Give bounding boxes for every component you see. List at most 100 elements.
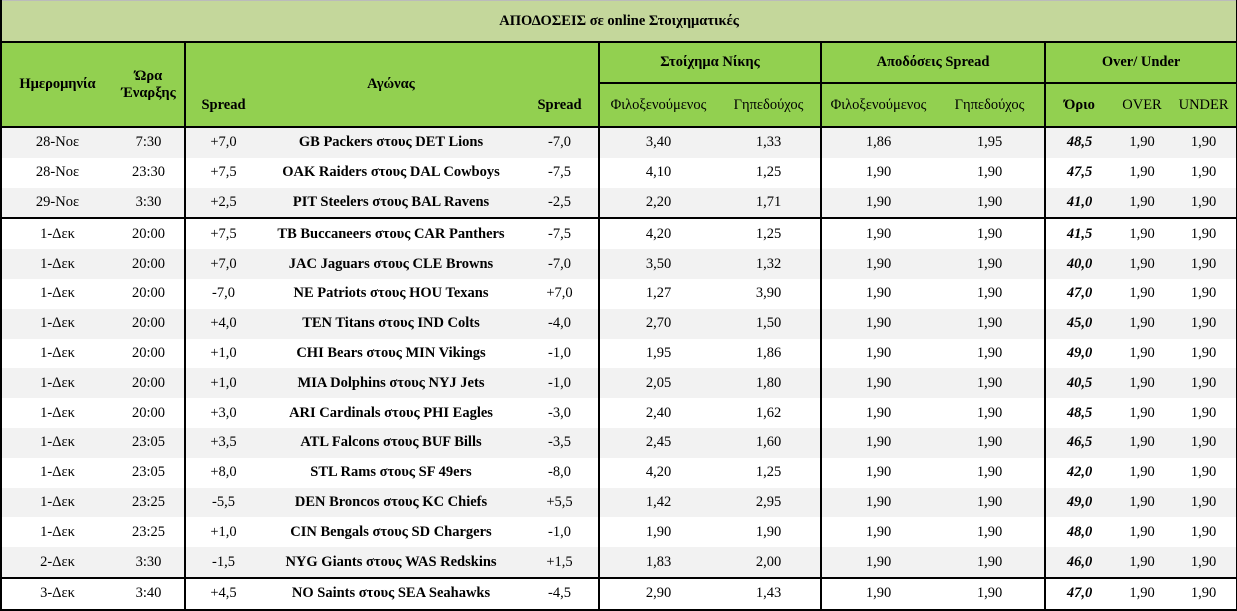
- date-cell: 1-Δεκ: [0, 308, 113, 339]
- spread-away-odds-cell: 1,90: [821, 368, 935, 399]
- limit-cell: 47,0: [1045, 577, 1113, 611]
- match-cell: JAC Jaguars στους CLE Browns: [261, 249, 521, 279]
- spread-away-cell: +7,0: [185, 249, 261, 279]
- under-odds-cell: 1,90: [1171, 368, 1237, 399]
- under-odds-cell: 1,90: [1171, 218, 1237, 250]
- spread-away-odds-cell: 1,90: [821, 308, 935, 339]
- match-cell: PIT Steelers στους BAL Ravens: [261, 187, 521, 220]
- over-odds-cell: 1,90: [1113, 577, 1171, 611]
- under-odds-cell: 1,90: [1171, 427, 1237, 458]
- spread-away-cell: +1,0: [185, 338, 261, 369]
- date-cell: 1-Δεκ: [0, 487, 113, 518]
- spread-away-odds-cell: 1,90: [821, 157, 935, 188]
- table-row: 1-Δεκ 20:00 +7,0 JAC Jaguars στους CLE Brow…: [0, 249, 1237, 279]
- date-cell: 1-Δεκ: [0, 517, 113, 548]
- match-cell: CHI Bears στους MIN Vikings: [261, 338, 521, 369]
- win-away-odds-cell: 2,40: [599, 398, 717, 428]
- date-cell: 28-Νοε: [0, 127, 113, 158]
- spread-away-cell: +8,0: [185, 457, 261, 488]
- win-away-odds-cell: 2,70: [599, 308, 717, 339]
- spread-home-cell: -3,0: [521, 398, 600, 428]
- under-odds-cell: 1,90: [1171, 398, 1237, 428]
- header-limit: Όριο: [1045, 83, 1113, 128]
- time-cell: 20:00: [113, 368, 186, 399]
- table-row: 29-Νοε 3:30 +2,5 PIT Steelers στους BAL Rav…: [0, 187, 1237, 220]
- limit-cell: 47,5: [1045, 157, 1113, 188]
- date-cell: 1-Δεκ: [0, 338, 113, 369]
- spread-home-cell: -2,5: [521, 187, 600, 220]
- win-away-odds-cell: 2,45: [599, 427, 717, 458]
- spread-away-odds-cell: 1,90: [821, 427, 935, 458]
- spread-away-cell: -5,5: [185, 487, 261, 518]
- over-odds-cell: 1,90: [1113, 427, 1171, 458]
- under-odds-cell: 1,90: [1171, 487, 1237, 518]
- date-cell: 3-Δεκ: [0, 577, 113, 611]
- limit-cell: 40,0: [1045, 249, 1113, 279]
- match-cell: CIN Bengals στους SD Chargers: [261, 517, 521, 548]
- header-win-home: Γηπεδούχος: [717, 83, 822, 128]
- under-odds-cell: 1,90: [1171, 517, 1237, 548]
- table-row: 1-Δεκ 23:05 +3,5 ATL Falcons στους BUF Bill…: [0, 427, 1237, 458]
- table-row: 1-Δεκ 23:05 +8,0 STL Rams στους SF 49ers -8,…: [0, 457, 1237, 488]
- spread-home-odds-cell: 1,90: [935, 547, 1046, 579]
- win-home-odds-cell: 1,32: [717, 249, 822, 279]
- spread-home-odds-cell: 1,90: [935, 187, 1046, 220]
- spread-home-odds-cell: 1,90: [935, 368, 1046, 399]
- win-home-odds-cell: 3,90: [717, 278, 822, 309]
- spread-home-cell: +7,0: [521, 278, 600, 309]
- over-odds-cell: 1,90: [1113, 457, 1171, 488]
- spread-away-odds-cell: 1,90: [821, 517, 935, 548]
- table-row: 3-Δεκ 3:40 +4,5 NO Saints στους SEA Seahawk…: [0, 577, 1237, 611]
- match-cell: NO Saints στους SEA Seahawks: [261, 577, 521, 611]
- date-cell: 28-Νοε: [0, 157, 113, 188]
- match-cell: TB Buccaneers στους CAR Panthers: [261, 218, 521, 250]
- header-match: Αγώνας: [261, 42, 521, 128]
- limit-cell: 41,0: [1045, 187, 1113, 220]
- win-away-odds-cell: 1,95: [599, 338, 717, 369]
- spread-home-odds-cell: 1,90: [935, 457, 1046, 488]
- match-cell: NE Patriots στους HOU Texans: [261, 278, 521, 309]
- spread-home-odds-cell: 1,90: [935, 278, 1046, 309]
- win-home-odds-cell: 1,50: [717, 308, 822, 339]
- win-away-odds-cell: 1,90: [599, 517, 717, 548]
- table-row: 1-Δεκ 20:00 +3,0 ARI Cardinals στους PHI Ea…: [0, 398, 1237, 428]
- win-away-odds-cell: 3,40: [599, 127, 717, 158]
- table-row: 1-Δεκ 20:00 +1,0 CHI Bears στους MIN Viking…: [0, 338, 1237, 369]
- date-cell: 1-Δεκ: [0, 427, 113, 458]
- match-cell: OAK Raiders στους DAL Cowboys: [261, 157, 521, 188]
- spread-home-odds-cell: 1,90: [935, 308, 1046, 339]
- spread-away-odds-cell: 1,90: [821, 249, 935, 279]
- header-spread-odds-home: Γηπεδούχος: [935, 83, 1046, 128]
- spread-away-odds-cell: 1,90: [821, 547, 935, 579]
- match-cell: ATL Falcons στους BUF Bills: [261, 427, 521, 458]
- spread-home-cell: +5,5: [521, 487, 600, 518]
- spread-home-odds-cell: 1,90: [935, 338, 1046, 369]
- header-win-away: Φιλοξενούμενος: [599, 83, 717, 128]
- limit-cell: 46,5: [1045, 427, 1113, 458]
- limit-cell: 48,0: [1045, 517, 1113, 548]
- over-odds-cell: 1,90: [1113, 218, 1171, 250]
- table-row: 1-Δεκ 23:25 -5,5 DEN Broncos στους KC Chief…: [0, 487, 1237, 518]
- spread-away-cell: +4,0: [185, 308, 261, 339]
- spread-home-cell: -1,0: [521, 517, 600, 548]
- spread-home-odds-cell: 1,90: [935, 577, 1046, 611]
- under-odds-cell: 1,90: [1171, 187, 1237, 220]
- time-cell: 20:00: [113, 308, 186, 339]
- limit-cell: 47,0: [1045, 278, 1113, 309]
- win-home-odds-cell: 1,90: [717, 517, 822, 548]
- limit-cell: 46,0: [1045, 547, 1113, 579]
- header-spread-odds-away: Φιλοξενούμενος: [821, 83, 935, 128]
- time-cell: 20:00: [113, 338, 186, 369]
- win-away-odds-cell: 2,90: [599, 577, 717, 611]
- time-cell: 23:30: [113, 157, 186, 188]
- limit-cell: 45,0: [1045, 308, 1113, 339]
- table-row: 1-Δεκ 20:00 +4,0 TEN Titans στους IND Colts…: [0, 308, 1237, 339]
- spread-home-odds-cell: 1,90: [935, 398, 1046, 428]
- table-row: 1-Δεκ 20:00 +7,5 TB Buccaneers στους CAR Pa…: [0, 218, 1237, 250]
- spread-home-odds-cell: 1,95: [935, 127, 1046, 158]
- win-away-odds-cell: 3,50: [599, 249, 717, 279]
- limit-cell: 40,5: [1045, 368, 1113, 399]
- win-home-odds-cell: 1,25: [717, 457, 822, 488]
- win-home-odds-cell: 1,25: [717, 157, 822, 188]
- match-cell: STL Rams στους SF 49ers: [261, 457, 521, 488]
